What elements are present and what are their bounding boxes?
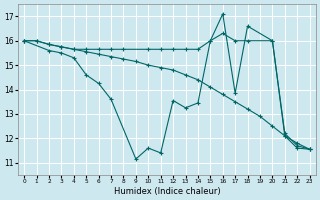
X-axis label: Humidex (Indice chaleur): Humidex (Indice chaleur) [114,187,220,196]
